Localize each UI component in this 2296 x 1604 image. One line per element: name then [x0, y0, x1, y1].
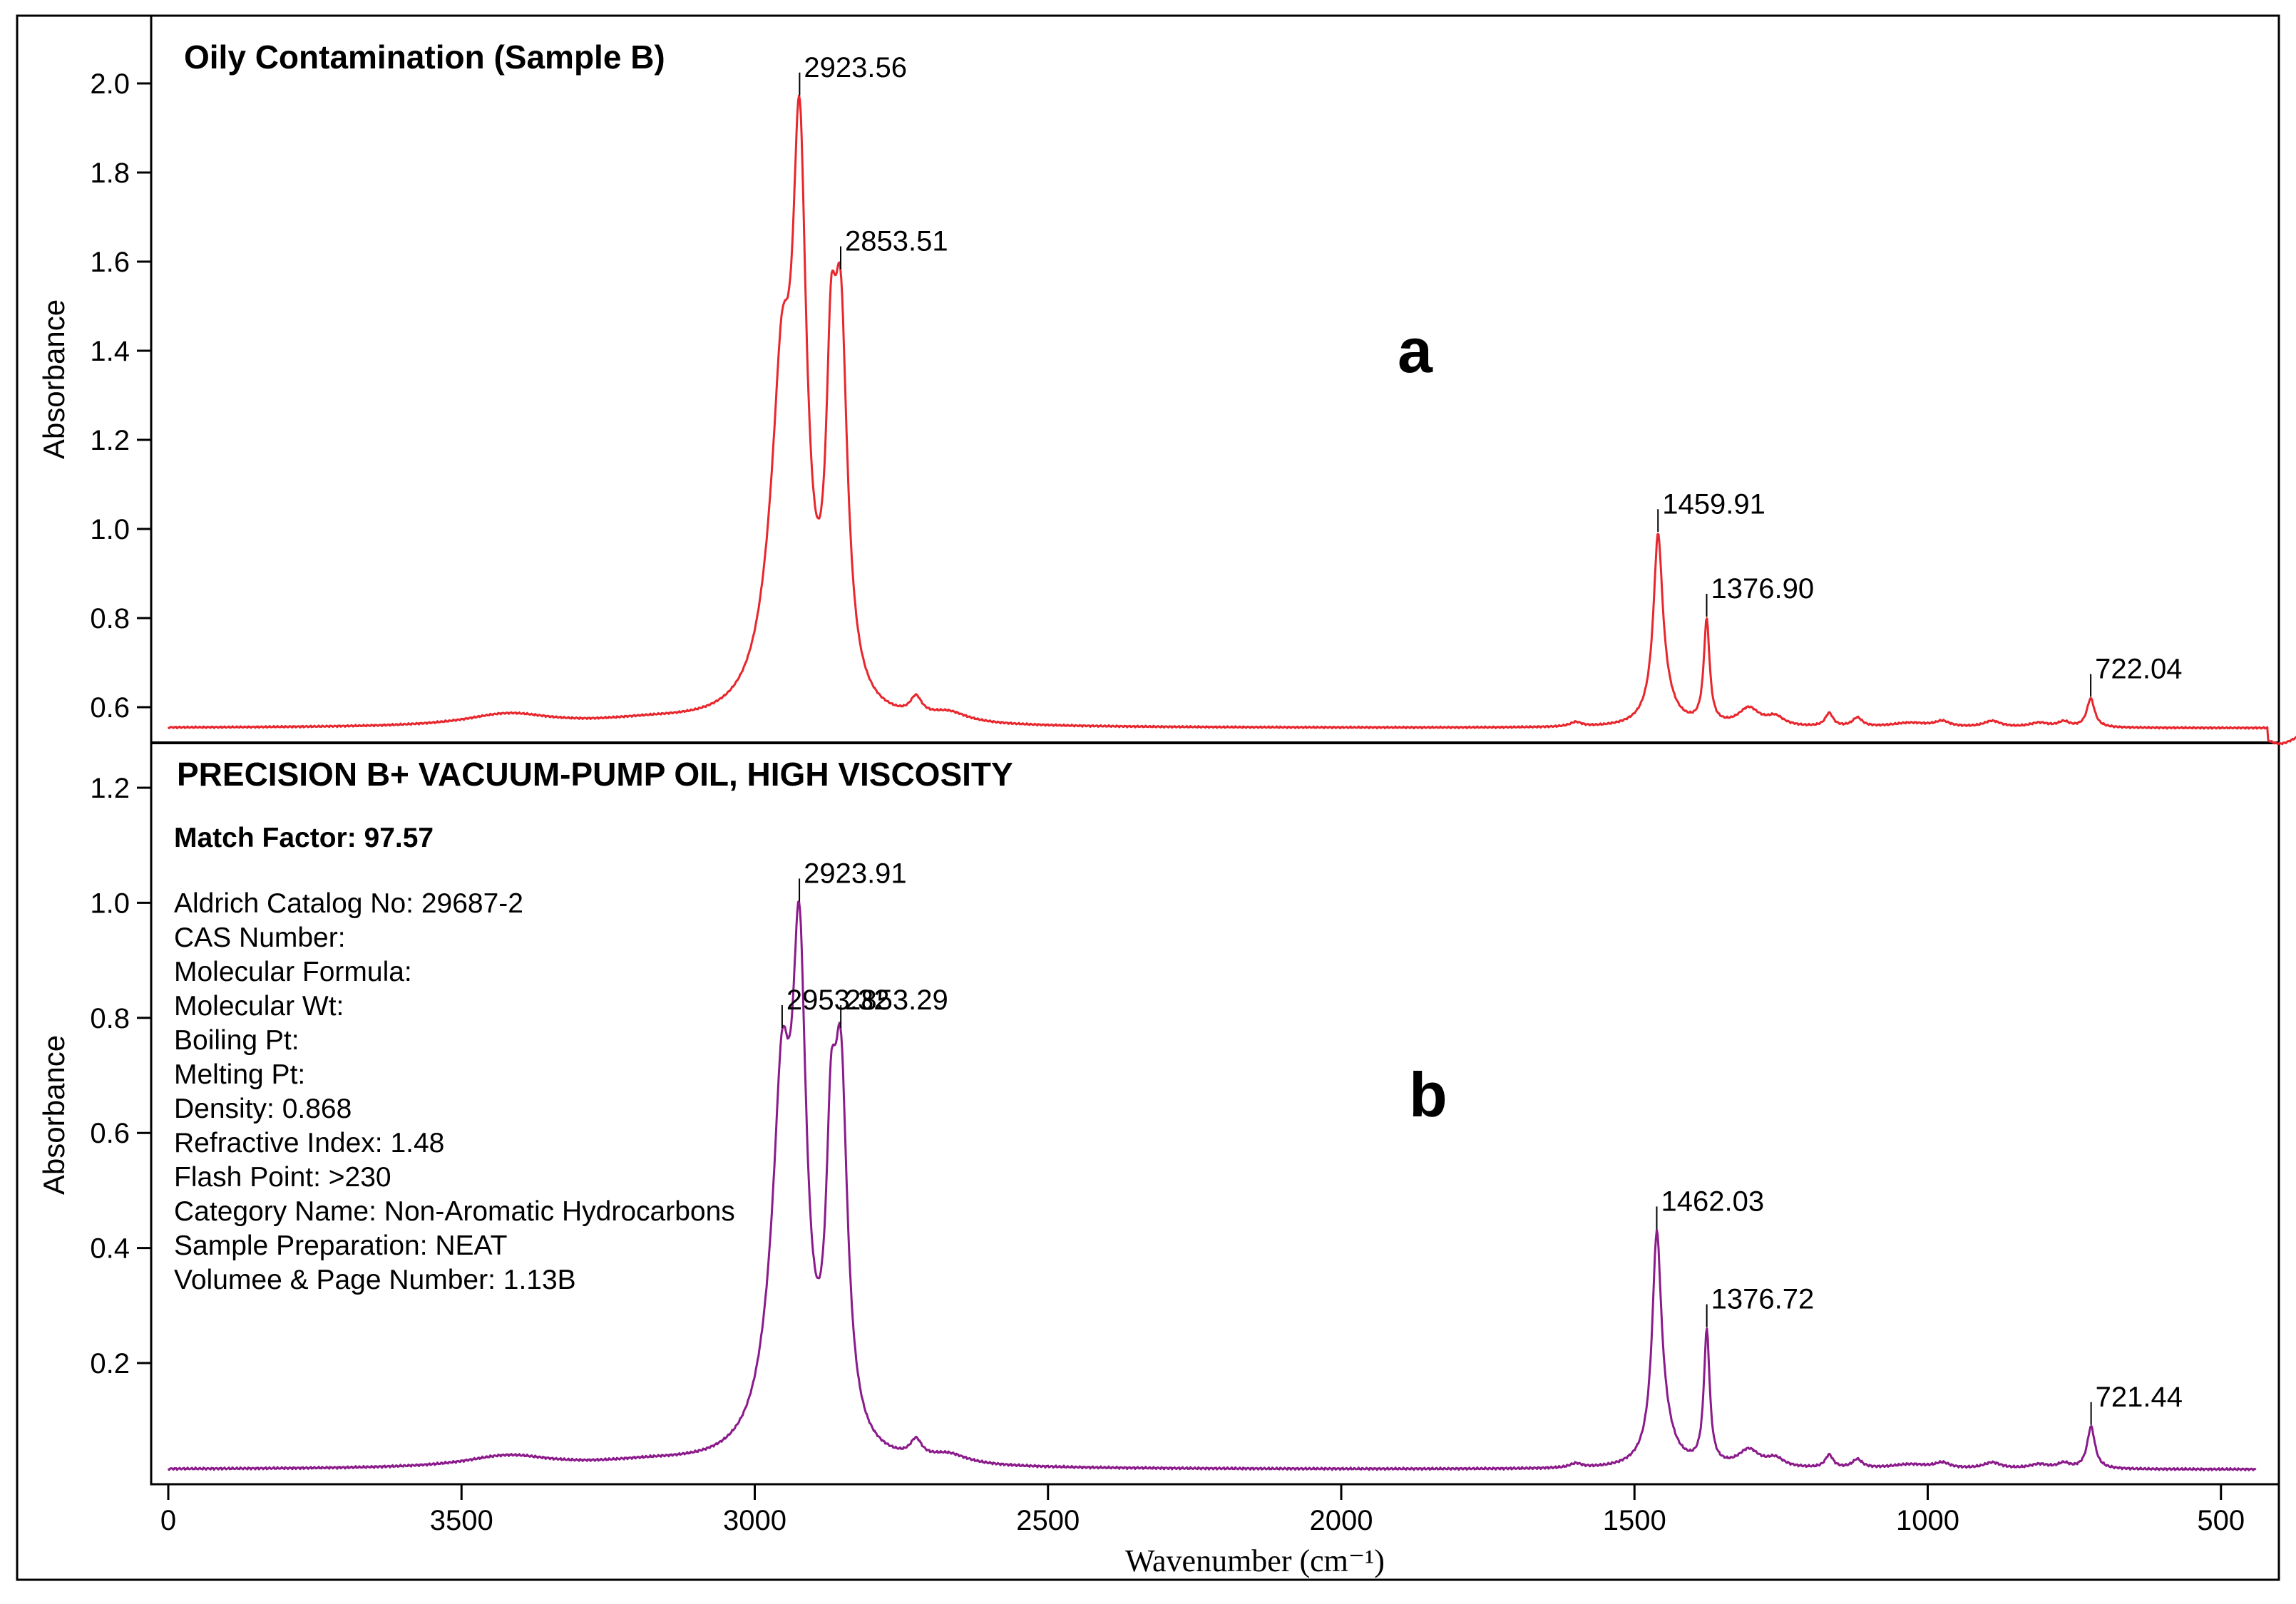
library-info-line: Volumee & Page Number: 1.13B [174, 1265, 576, 1295]
panel-a-spectrum-line [167, 94, 2296, 746]
figure-border [16, 14, 2280, 1581]
panel-b-letter: b [1409, 1059, 1447, 1130]
panel-b-y-ticks: 1.2 1.0 0.8 0.6 0.4 0.2 [90, 773, 151, 1379]
x-axis-title: Wavenumber (cm⁻¹) [1125, 1543, 1385, 1578]
match-factor: Match Factor: 97.57 [174, 823, 434, 853]
panel-a-letter: a [1398, 315, 1433, 386]
library-info-line: Category Name: Non-Aromatic Hydrocarbons [174, 1196, 735, 1227]
y-tick-label: 1.6 [90, 247, 130, 278]
y-tick-label: 1.2 [90, 425, 130, 456]
y-tick-label: 0.6 [90, 1118, 130, 1149]
peak-label: 2953.32 [786, 984, 890, 1016]
peak-label: 1462.03 [1661, 1186, 1764, 1217]
library-info-line: Aldrich Catalog No: 29687-2 [174, 888, 523, 919]
y-tick-label: 0.8 [90, 1003, 130, 1034]
x-tick-label: 0 [160, 1505, 176, 1536]
panel-b-peak-labels: 2953.32 2923.91 2853.29 1462.03 1376.72 721.4… [781, 858, 2183, 1425]
peak-label: 1376.90 [1711, 573, 1814, 605]
library-info-block: Match Factor: 97.57 Aldrich Catalog No: … [174, 823, 735, 1295]
panel-b-title: PRECISION B+ VACUUM-PUMP OIL, HIGH VISCO… [177, 756, 1013, 793]
y-tick-label: 1.4 [90, 336, 130, 367]
x-tick-label: 3500 [430, 1505, 493, 1536]
y-tick-label: 1.0 [90, 514, 130, 545]
peak-label: 2923.56 [804, 52, 907, 83]
library-info-line: Density: 0.868 [174, 1094, 352, 1124]
x-tick-label: 2500 [1016, 1505, 1080, 1536]
panel-a-y-axis-title: Absorbance [37, 299, 71, 459]
peak-label: 2923.91 [804, 858, 907, 889]
y-tick-label: 0.8 [90, 603, 130, 634]
library-info-line: Sample Preparation: NEAT [174, 1230, 508, 1261]
library-info-line: Refractive Index: 1.48 [174, 1128, 444, 1158]
y-tick-label: 1.0 [90, 888, 130, 919]
panel-b: PRECISION B+ VACUUM-PUMP OIL, HIGH VISCO… [37, 756, 2257, 1471]
panel-a-title: Oily Contamination (Sample B) [184, 38, 665, 76]
library-info-line: Molecular Formula: [174, 957, 412, 987]
y-tick-label: 0.4 [90, 1233, 130, 1265]
x-ticks: 0 3500 3000 2500 2000 1500 1000 500 [160, 1484, 2245, 1536]
y-tick-label: 2.0 [90, 68, 130, 100]
y-tick-label: 1.2 [90, 773, 130, 804]
panel-a-peak-labels: 2923.56 2853.51 1459.91 1376.90 722.04 [799, 52, 2182, 697]
x-axis: 0 3500 3000 2500 2000 1500 1000 500 Wavenumber … [160, 1484, 2245, 1578]
panel-b-y-axis-title: Absorbance [37, 1035, 71, 1195]
y-tick-label: 0.6 [90, 692, 130, 724]
peak-label: 722.04 [2095, 654, 2182, 685]
panel-a-y-ticks: 2.0 1.8 1.6 1.4 1.2 1.0 0.8 0.6 [90, 68, 151, 724]
x-tick-label: 1000 [1896, 1505, 1959, 1536]
y-tick-label: 1.8 [90, 158, 130, 189]
plot-frame [150, 14, 2280, 1486]
library-info-line: Melting Pt: [174, 1059, 305, 1090]
library-info-line: Boiling Pt: [174, 1025, 299, 1056]
peak-label: 1459.91 [1662, 488, 1765, 520]
x-tick-label: 1500 [1603, 1505, 1666, 1536]
peak-label: 2853.29 [845, 984, 948, 1016]
x-tick-label: 500 [2197, 1505, 2245, 1536]
x-tick-label: 3000 [723, 1505, 786, 1536]
y-tick-label: 0.2 [90, 1348, 130, 1379]
library-info-line: Molecular Wt: [174, 991, 344, 1022]
library-info-line: CAS Number: [174, 922, 346, 953]
peak-label: 1376.72 [1711, 1284, 1815, 1315]
panel-b-spectrum-line [167, 900, 2257, 1471]
peak-label: 721.44 [2096, 1382, 2183, 1413]
peak-label: 2853.51 [845, 226, 948, 257]
panel-a: Oily Contamination (Sample B) a Absorban… [37, 38, 2296, 746]
x-tick-label: 2000 [1310, 1505, 1373, 1536]
library-info-line: Flash Point: >230 [174, 1162, 391, 1193]
